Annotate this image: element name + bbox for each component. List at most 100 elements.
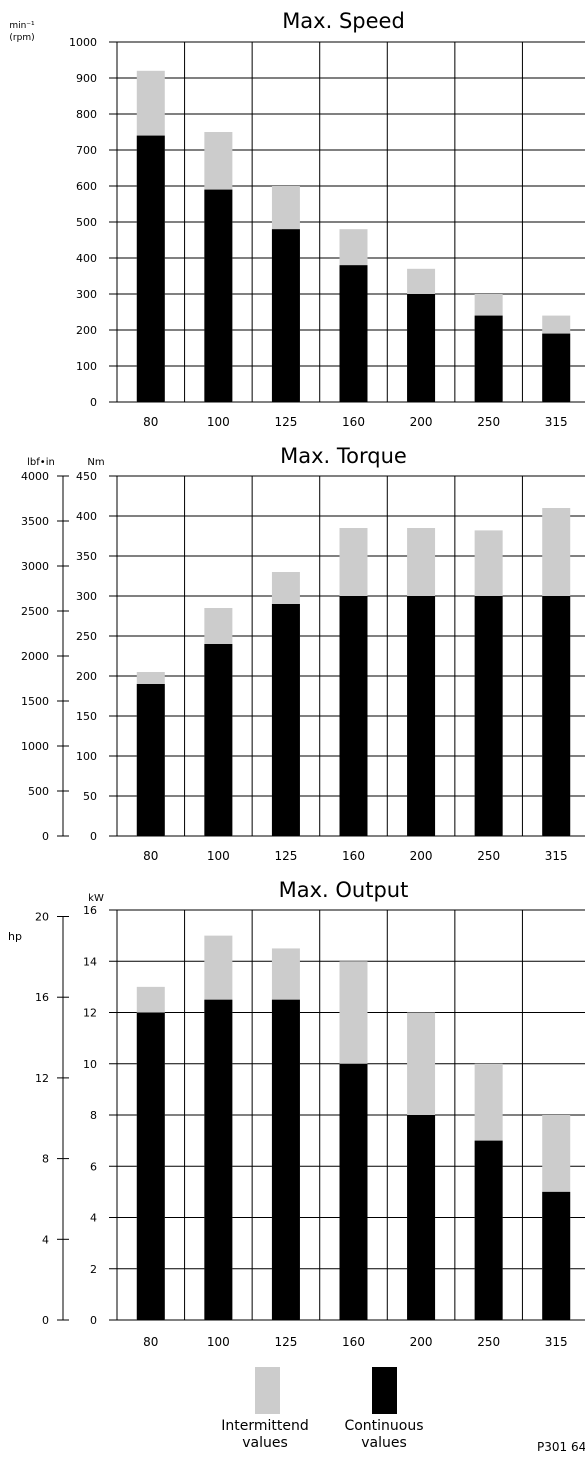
y-tick-label-0-2: 200	[76, 324, 97, 337]
y-tick-label-1-5: 250	[76, 630, 97, 643]
y-tick-label-0-10: 1000	[69, 36, 97, 49]
secondary-tick-label-2-3: 12	[35, 1072, 49, 1085]
bar-continuous-2-3	[339, 1063, 368, 1320]
secondary-tick-label-2-5: 20	[35, 911, 49, 924]
legend-label-intermittent-line2: values	[242, 1435, 288, 1451]
unit-label-0-1: (rpm)	[9, 33, 34, 43]
bar-continuous-0-5	[474, 315, 503, 402]
bar-continuous-2-1	[204, 999, 233, 1320]
bar-continuous-1-2	[271, 604, 300, 836]
bar-continuous-2-2	[271, 999, 300, 1320]
legend-label-continuous-line1: Continuous	[344, 1418, 424, 1434]
x-tick-label-0-5: 250	[477, 415, 500, 429]
y-tick-label-2-2: 4	[90, 1212, 97, 1225]
x-tick-label-0-3: 160	[342, 415, 365, 429]
y-tick-label-2-1: 2	[90, 1263, 97, 1276]
x-tick-label-0-1: 100	[207, 415, 230, 429]
y-tick-label-0-9: 900	[76, 72, 97, 85]
x-tick-label-1-6: 315	[545, 849, 568, 863]
x-tick-label-2-5: 250	[477, 1335, 500, 1349]
y-tick-label-1-2: 100	[76, 750, 97, 763]
secondary-tick-label-1-8: 4000	[21, 470, 49, 483]
secondary-tick-label-1-3: 1500	[21, 695, 49, 708]
secondary-tick-label-1-6: 3000	[21, 560, 49, 573]
legend-swatch-continuous	[372, 1367, 397, 1414]
y-tick-label-0-4: 400	[76, 252, 97, 265]
bar-continuous-0-6	[542, 333, 571, 402]
y-tick-label-2-0: 0	[90, 1314, 97, 1327]
bar-continuous-2-5	[474, 1140, 503, 1320]
unit-label-2-0: hp	[8, 930, 22, 943]
y-tick-label-0-1: 100	[76, 360, 97, 373]
y-tick-label-1-0: 0	[90, 830, 97, 843]
chart-title-2: Max. Output	[279, 878, 409, 902]
bar-continuous-1-6	[542, 596, 571, 836]
bar-continuous-0-1	[204, 189, 233, 402]
y-tick-label-0-5: 500	[76, 216, 97, 229]
y-tick-label-2-6: 12	[83, 1007, 97, 1020]
x-tick-label-0-0: 80	[143, 415, 158, 429]
unit-label-0-0: min⁻¹	[9, 21, 35, 31]
y-tick-label-2-5: 10	[83, 1058, 97, 1071]
x-tick-label-1-5: 250	[477, 849, 500, 863]
bar-continuous-0-0	[136, 135, 165, 402]
y-tick-label-2-3: 6	[90, 1160, 97, 1173]
unit-label-1-0: lbf•in	[27, 457, 55, 468]
bar-continuous-1-5	[474, 596, 503, 836]
y-tick-label-2-4: 8	[90, 1109, 97, 1122]
secondary-tick-label-2-4: 16	[35, 991, 49, 1004]
y-tick-label-1-8: 400	[76, 510, 97, 523]
y-tick-label-1-6: 300	[76, 590, 97, 603]
secondary-tick-label-1-2: 1000	[21, 740, 49, 753]
x-tick-label-2-4: 200	[410, 1335, 433, 1349]
unit-label-1-1: Nm	[87, 457, 104, 468]
bar-continuous-2-4	[407, 1115, 436, 1320]
x-tick-label-2-0: 80	[143, 1335, 158, 1349]
legend-label-continuous-line2: values	[361, 1435, 407, 1451]
x-tick-label-2-3: 160	[342, 1335, 365, 1349]
bar-continuous-2-6	[542, 1191, 571, 1320]
y-tick-label-2-8: 16	[83, 904, 97, 917]
y-tick-label-1-7: 350	[76, 550, 97, 563]
y-tick-label-0-3: 300	[76, 288, 97, 301]
x-tick-label-2-6: 315	[545, 1335, 568, 1349]
x-tick-label-0-4: 200	[410, 415, 433, 429]
secondary-tick-label-1-1: 500	[28, 785, 49, 798]
bar-continuous-1-4	[407, 596, 436, 836]
x-tick-label-1-3: 160	[342, 849, 365, 863]
x-tick-label-1-4: 200	[410, 849, 433, 863]
secondary-tick-label-2-2: 8	[42, 1153, 49, 1166]
x-tick-label-1-2: 125	[274, 849, 297, 863]
chart-title-0: Max. Speed	[282, 9, 405, 33]
secondary-tick-label-1-4: 2000	[21, 650, 49, 663]
y-tick-label-2-7: 14	[83, 955, 97, 968]
secondary-tick-label-1-5: 2500	[21, 605, 49, 618]
y-tick-label-0-0: 0	[90, 396, 97, 409]
bar-continuous-1-0	[136, 684, 165, 836]
y-tick-label-1-1: 50	[83, 790, 97, 803]
y-tick-label-0-6: 600	[76, 180, 97, 193]
legend-swatch-intermittent	[255, 1367, 280, 1414]
chart-title-1: Max. Torque	[280, 444, 407, 468]
x-tick-label-2-2: 125	[274, 1335, 297, 1349]
bar-continuous-0-3	[339, 265, 368, 402]
bar-continuous-0-4	[407, 294, 436, 402]
figure-code: P301 645	[537, 1440, 585, 1454]
legend-label-intermittent-line1: Intermittend	[221, 1418, 309, 1434]
bar-continuous-0-2	[271, 229, 300, 402]
secondary-tick-label-2-1: 4	[42, 1233, 49, 1246]
bar-continuous-1-1	[204, 644, 233, 836]
y-tick-label-0-7: 700	[76, 144, 97, 157]
y-tick-label-1-9: 450	[76, 470, 97, 483]
x-tick-label-1-1: 100	[207, 849, 230, 863]
secondary-tick-label-2-0: 0	[42, 1314, 49, 1327]
x-tick-label-1-0: 80	[143, 849, 158, 863]
unit-label-2-1: kW	[88, 893, 104, 904]
secondary-tick-label-1-0: 0	[42, 830, 49, 843]
y-tick-label-0-8: 800	[76, 108, 97, 121]
y-tick-label-1-4: 200	[76, 670, 97, 683]
bar-continuous-1-3	[339, 596, 368, 836]
x-tick-label-0-6: 315	[545, 415, 568, 429]
bar-continuous-2-0	[136, 1012, 165, 1320]
y-tick-label-1-3: 150	[76, 710, 97, 723]
